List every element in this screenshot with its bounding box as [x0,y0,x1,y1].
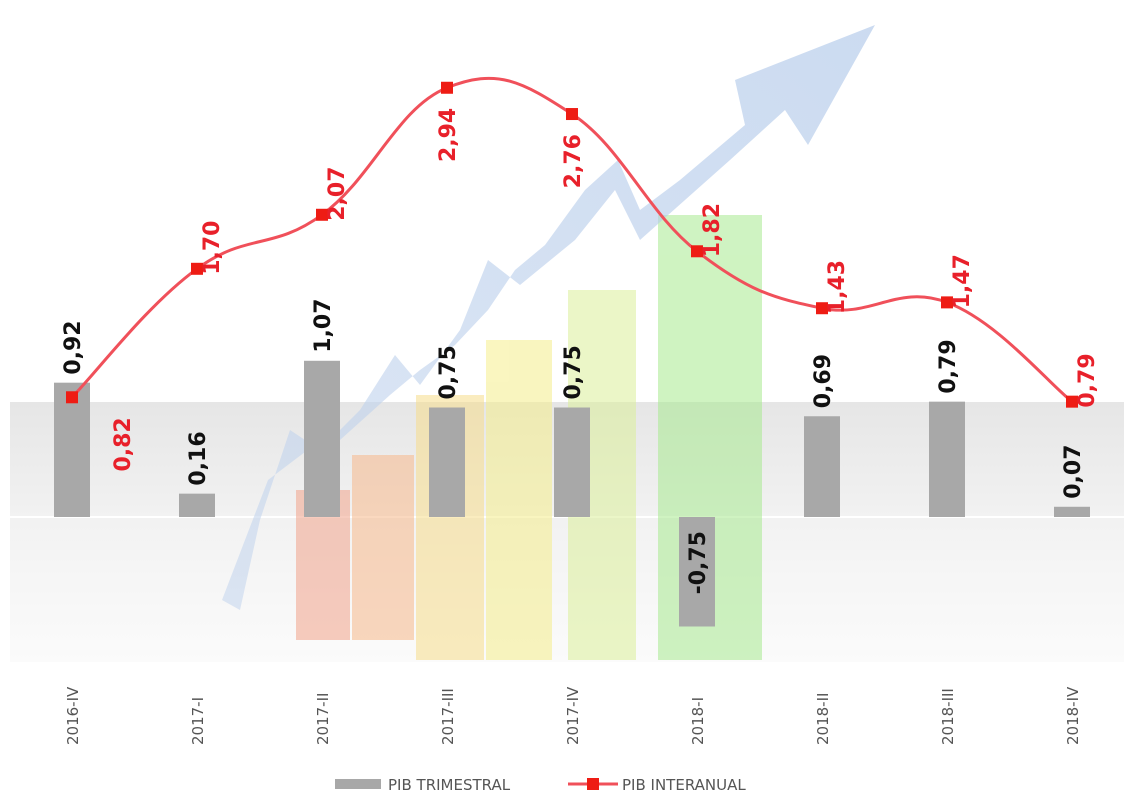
bar-series-pib-trimestral [54,360,1090,627]
x-tick-2018-III: 2018-III [939,688,957,745]
bar-label-2017-II: 1,07 [311,298,336,352]
decor-column [486,340,552,660]
line-label-2018-II: 1,43 [825,260,850,314]
line-point-2017-II [316,208,328,221]
x-axis-tick-labels: 2016-IV 2017-I 2017-II 2017-III 2017-IV 2018-… [64,686,1082,745]
line-data-labels: 0,82 1,70 2,07 2,94 2,76 1,82 1,43 1,47 0,79 [111,108,1100,472]
line-label-2018-I: 1,82 [700,203,725,257]
bar-2016-IV [54,382,90,517]
line-label-2018-III: 1,47 [950,254,975,308]
x-tick-2018-IV: 2018-IV [1064,686,1082,745]
x-tick-2018-II: 2018-II [814,693,832,745]
legend-label-pib-interanual: PIB INTERANUAL [622,776,746,794]
bar-2017-I [179,493,215,517]
bar-label-2018-IV: 0,07 [1061,444,1086,498]
bar-label-2018-II: 0,69 [811,354,836,408]
x-tick-2017-IV: 2017-IV [564,686,582,745]
x-tick-2017-II: 2017-II [314,693,332,745]
bar-label-2018-I: -0,75 [686,531,711,594]
bar-2018-IV [1054,506,1090,517]
line-point-2017-IV [566,108,578,121]
bar-2018-II [804,416,840,517]
line-point-2017-III [441,81,453,94]
decorative-arrow-icon [222,25,875,610]
bar-label-2017-III: 0,75 [436,345,461,399]
line-point-2016-IV [66,391,78,404]
line-point-2017-I [191,262,203,275]
bar-2018-I [679,517,715,627]
legend: PIB TRIMESTRAL PIB INTERANUAL [335,776,746,794]
line-point-2018-II [816,302,828,315]
bar-2017-IV [554,407,590,517]
decor-column [352,455,414,640]
line-point-2018-IV [1066,395,1078,408]
x-tick-2016-IV: 2016-IV [64,686,82,745]
line-label-2016-IV: 0,82 [111,417,136,471]
bar-label-2017-IV: 0,75 [561,345,586,399]
legend-swatch-pib-trimestral [335,779,381,789]
legend-label-pib-trimestral: PIB TRIMESTRAL [388,776,511,794]
legend-marker-pib-interanual [587,778,599,790]
bar-2017-III [429,407,465,517]
line-label-2018-IV: 0,79 [1075,353,1100,407]
line-series-pib-interanual [66,76,1078,408]
bar-2017-II [304,360,340,517]
line-point-2018-III [941,296,953,309]
line-label-2017-II: 2,07 [325,166,350,220]
bar-label-2017-I: 0,16 [186,431,211,485]
x-tick-2017-III: 2017-III [439,688,457,745]
line-point-2018-I [691,245,703,258]
bar-label-2018-III: 0,79 [936,339,961,393]
bar-label-2016-IV: 0,92 [61,320,86,374]
line-label-2017-III: 2,94 [436,108,461,162]
x-tick-2017-I: 2017-I [189,697,207,745]
x-tick-2018-I: 2018-I [689,697,707,745]
line-label-2017-IV: 2,76 [561,134,586,188]
bar-data-labels: 0,92 0,16 1,07 0,75 0,75 -0,75 0,69 0,79 0,07 [61,298,1086,594]
bar-2018-III [929,401,965,517]
line-label-2017-I: 1,70 [200,221,225,275]
